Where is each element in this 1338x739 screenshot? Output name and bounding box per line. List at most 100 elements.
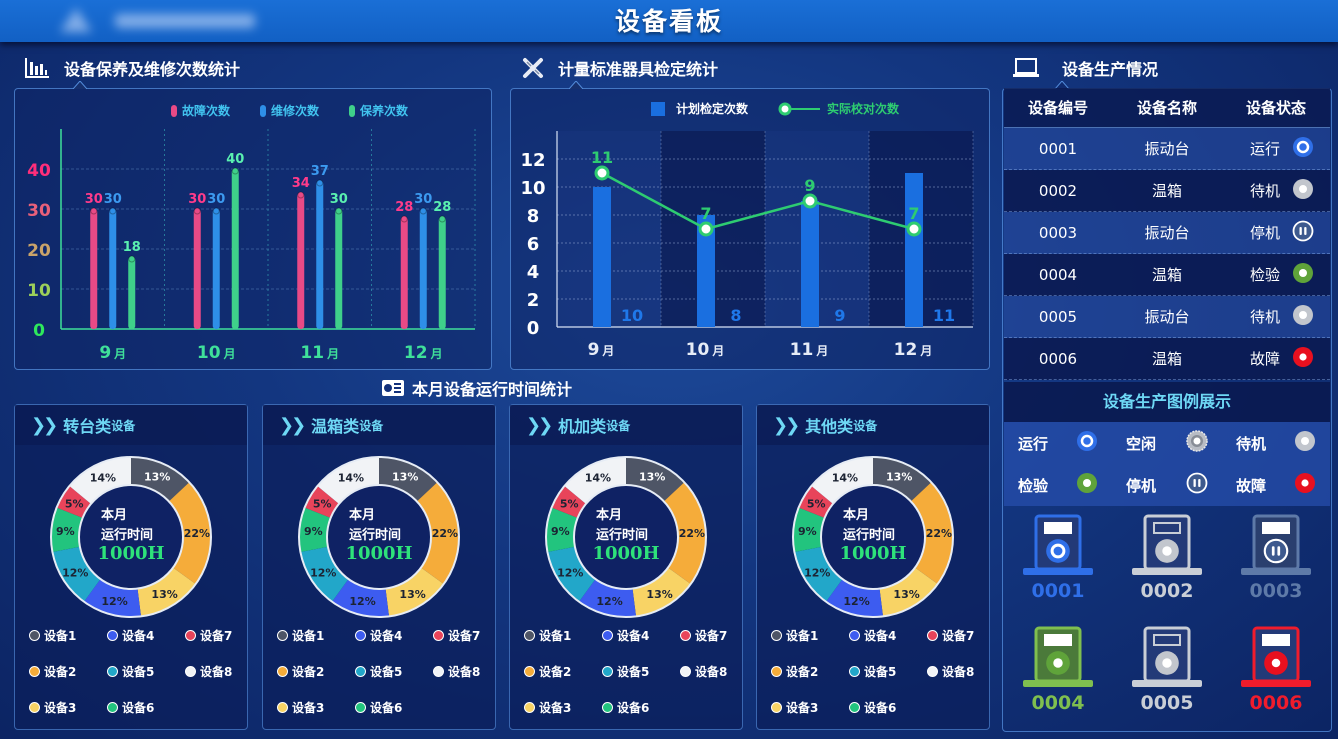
legend-item-device[interactable]: 设备5 xyxy=(602,663,680,680)
legend-label: 设备1 xyxy=(44,629,77,643)
device-cabinet-icon xyxy=(1241,626,1311,687)
legend-label: 设备2 xyxy=(292,665,325,679)
legend-item-fault[interactable]: 故障次数 xyxy=(171,102,230,119)
legend-item-device[interactable]: 设备2 xyxy=(277,663,355,680)
legend-item-device[interactable]: 设备4 xyxy=(107,627,185,644)
legend-item-device[interactable]: 设备3 xyxy=(771,699,849,716)
production-legend-title: 设备生产图例展示 xyxy=(1004,382,1330,422)
center-label-month: 本月 xyxy=(349,508,376,523)
svg-text:13%: 13% xyxy=(392,470,418,483)
legend-dot-icon xyxy=(185,666,196,677)
legend-item-device[interactable]: 设备4 xyxy=(602,627,680,644)
device-card[interactable]: 0001 xyxy=(1004,506,1112,618)
device-card[interactable]: 0004 xyxy=(1004,618,1112,730)
table-row[interactable]: 0006 温箱 故障 xyxy=(1004,338,1330,380)
legend-dot-icon xyxy=(680,630,691,641)
legend-dot-icon xyxy=(29,702,40,713)
table-row[interactable]: 0004 温箱 检验 xyxy=(1004,254,1330,296)
legend-item-planned[interactable]: 计划检定次数 xyxy=(651,100,748,117)
table-row[interactable]: 0005 振动台 待机 xyxy=(1004,296,1330,338)
legend-dot-icon xyxy=(602,666,613,677)
svg-text:22%: 22% xyxy=(679,527,705,540)
legend-item-device[interactable]: 设备4 xyxy=(355,627,433,644)
legend-label: 设备8 xyxy=(942,665,975,679)
legend-item-device[interactable]: 设备8 xyxy=(433,663,493,680)
legend-item-device[interactable]: 设备5 xyxy=(107,663,185,680)
table-row[interactable]: 0003 振动台 停机 xyxy=(1004,212,1330,254)
donut-legend: 设备1 设备4 设备7 设备2 设备5 设备8 设备3 设备6 xyxy=(771,627,986,716)
legend-item-repair[interactable]: 维修次数 xyxy=(260,102,319,119)
column-header-name: 设备名称 xyxy=(1136,99,1197,117)
legend-item-device[interactable]: 设备7 xyxy=(185,627,245,644)
device-number: 0003 xyxy=(1249,580,1303,602)
svg-text:5%: 5% xyxy=(807,497,826,510)
legend-item-upkeep[interactable]: 保养次数 xyxy=(349,102,408,119)
svg-text:14%: 14% xyxy=(338,471,364,484)
column-header-id: 设备编号 xyxy=(1027,99,1088,117)
legend-item-device[interactable]: 设备3 xyxy=(524,699,602,716)
legend-item-device[interactable]: 设备4 xyxy=(849,627,927,644)
legend-item-device[interactable]: 设备7 xyxy=(433,627,493,644)
legend-item-device[interactable]: 设备1 xyxy=(524,627,602,644)
legend-item-device[interactable]: 设备6 xyxy=(355,699,433,716)
legend-label: 设备7 xyxy=(942,629,975,643)
svg-text:7: 7 xyxy=(700,204,711,223)
table-row[interactable]: 0002 温箱 待机 xyxy=(1004,170,1330,212)
device-card[interactable]: 0002 xyxy=(1112,506,1222,618)
svg-text:18: 18 xyxy=(123,240,141,255)
category-name: 机加类 xyxy=(558,417,607,436)
legend-item-device[interactable]: 设备2 xyxy=(29,663,107,680)
device-card[interactable]: 0006 xyxy=(1222,618,1330,730)
legend-item-device[interactable]: 设备1 xyxy=(771,627,849,644)
double-chevron-icon: ❯❯ xyxy=(31,414,58,436)
legend-dot-icon xyxy=(524,702,535,713)
svg-text:6: 6 xyxy=(527,234,540,255)
device-card[interactable]: 0005 xyxy=(1112,618,1222,730)
legend-item-device[interactable]: 设备7 xyxy=(927,627,987,644)
legend-item-device[interactable]: 设备1 xyxy=(29,627,107,644)
legend-item-device[interactable]: 设备3 xyxy=(277,699,355,716)
pie-list-icon xyxy=(382,380,404,396)
svg-text:13%: 13% xyxy=(893,588,919,601)
legend-item-device[interactable]: 设备6 xyxy=(107,699,185,716)
double-chevron-icon: ❯❯ xyxy=(526,414,553,436)
bar-chart-icon xyxy=(25,58,49,78)
page-title: 设备看板 xyxy=(614,7,723,36)
legend-item-device[interactable]: 设备2 xyxy=(524,663,602,680)
section-title-text: 设备保养及维修次数统计 xyxy=(64,60,241,79)
status-legend-item: 运行 xyxy=(1004,422,1112,464)
legend-item-device[interactable]: 设备3 xyxy=(29,699,107,716)
legend-item-device[interactable]: 设备6 xyxy=(602,699,680,716)
status-legend-label: 检验 xyxy=(1018,476,1049,495)
status-legend-item: 停机 xyxy=(1112,464,1222,506)
legend-item-device[interactable]: 设备8 xyxy=(185,663,245,680)
legend-item-device[interactable]: 设备5 xyxy=(355,663,433,680)
center-value: 1000H xyxy=(592,543,660,564)
legend-item-device[interactable]: 设备6 xyxy=(849,699,927,716)
legend-item-device[interactable]: 设备8 xyxy=(680,663,740,680)
runtime-panel-1: ❯❯ 转台类 设备 13% 22% 13% 12% 12% 9% 5% 14% 本月 运行时间 1000H… xyxy=(14,404,248,730)
ruler-pencil-icon xyxy=(523,58,543,78)
device-name: 温箱 xyxy=(1151,182,1182,200)
svg-text:5%: 5% xyxy=(313,497,332,510)
svg-text:14%: 14% xyxy=(585,471,611,484)
legend-label: 设备3 xyxy=(539,701,572,715)
legend-item-device[interactable]: 设备8 xyxy=(927,663,987,680)
device-card[interactable]: 0003 xyxy=(1222,506,1330,618)
status-standby-icon xyxy=(1292,178,1314,204)
legend-item-device[interactable]: 设备2 xyxy=(771,663,849,680)
svg-text:28: 28 xyxy=(395,200,413,215)
production-table: 设备编号 设备名称 设备状态 0001 振动台 运行 0002 温箱 待机 0003 振动台停… xyxy=(1004,88,1330,380)
svg-text:12%: 12% xyxy=(557,566,583,579)
legend-item-actual[interactable]: 实际校对次数 xyxy=(778,100,899,117)
legend-item-device[interactable]: 设备7 xyxy=(680,627,740,644)
legend-label: 设备5 xyxy=(122,665,155,679)
table-row[interactable]: 0001 振动台 运行 xyxy=(1004,128,1330,170)
device-status: 检验 xyxy=(1249,266,1280,284)
runtime-panel-3: ❯❯ 机加类 设备 13% 22% 13% 12% 12% 9% 5% 14% 本月 运行时间 1000H… xyxy=(509,404,743,730)
legend-item-device[interactable]: 设备5 xyxy=(849,663,927,680)
legend-dot-icon xyxy=(771,702,782,713)
runtime-panel-4: ❯❯ 其他类 设备 13% 22% 13% 12% 12% 9% 5% 14% 本月 运行时间 1000H… xyxy=(756,404,990,730)
legend-item-device[interactable]: 设备1 xyxy=(277,627,355,644)
center-value: 1000H xyxy=(839,543,907,564)
